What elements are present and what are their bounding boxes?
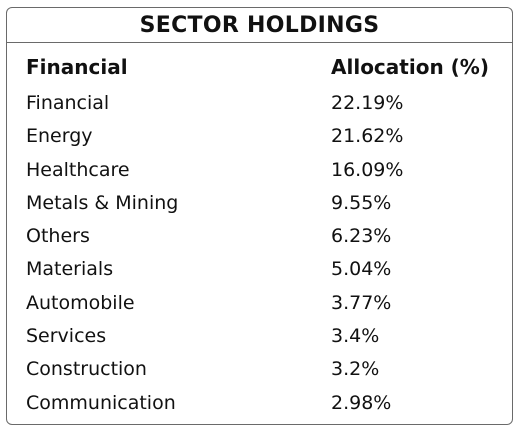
sector-name: Financial xyxy=(26,92,110,114)
sector-name: Materials xyxy=(26,258,114,281)
table-row: Communication 2.98% xyxy=(7,388,512,421)
sector-name: Automobile xyxy=(26,291,135,314)
allocation-value: 21.62% xyxy=(331,125,404,148)
table-row: Healthcare 16.09% xyxy=(7,155,512,188)
allocation-value: 9.55% xyxy=(331,191,392,214)
allocation-value: 22.19% xyxy=(331,92,404,114)
table-header-row: Financial Allocation (%) xyxy=(7,52,512,82)
table-row: Construction 3.2% xyxy=(7,354,512,387)
allocation-value: 6.23% xyxy=(331,225,392,248)
table-row: Materials 5.04% xyxy=(7,254,512,287)
table-row: Automobile 3.77% xyxy=(7,288,512,321)
allocation-value: 2.98% xyxy=(331,391,392,414)
table-title-bar: SECTOR HOLDINGS xyxy=(7,8,512,43)
sector-name: Communication xyxy=(26,391,176,414)
sector-holdings-table: SECTOR HOLDINGS Financial Allocation (%)… xyxy=(6,7,513,425)
table-body: Financial 22.19% Energy 21.62% Healthcar… xyxy=(7,88,512,421)
allocation-value: 3.77% xyxy=(331,291,392,314)
sector-name: Healthcare xyxy=(26,158,130,181)
sector-name: Others xyxy=(26,225,90,248)
sector-name: Energy xyxy=(26,125,93,148)
table-row: Financial 22.19% xyxy=(7,88,512,121)
allocation-value: 3.2% xyxy=(331,358,380,381)
sector-name: Metals & Mining xyxy=(26,191,179,214)
allocation-value: 3.4% xyxy=(331,325,380,348)
column-header-allocation: Allocation (%) xyxy=(331,55,489,79)
sector-name: Construction xyxy=(26,358,147,381)
table-row: Metals & Mining 9.55% xyxy=(7,188,512,221)
allocation-value: 5.04% xyxy=(331,258,392,281)
allocation-value: 16.09% xyxy=(331,158,404,181)
column-header-sector: Financial xyxy=(26,55,128,79)
table-title: SECTOR HOLDINGS xyxy=(139,12,380,38)
table-row: Services 3.4% xyxy=(7,321,512,354)
table-row: Others 6.23% xyxy=(7,221,512,254)
table-row: Energy 21.62% xyxy=(7,121,512,154)
sector-name: Services xyxy=(26,325,107,348)
